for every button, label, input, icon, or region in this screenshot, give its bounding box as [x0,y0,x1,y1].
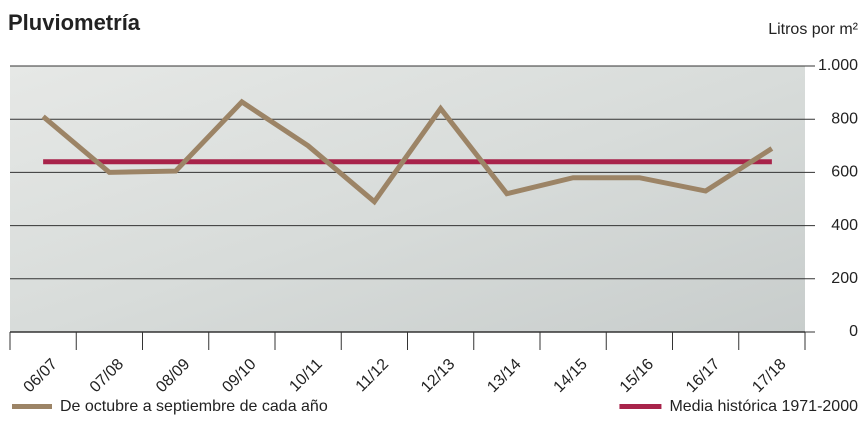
legend-label: De octubre a septiembre de cada año [60,398,328,415]
chart-title: Pluviometría [8,10,141,35]
x-tick-label: 10/11 [286,356,326,396]
x-tick-label: 09/10 [219,356,259,396]
x-tick-label: 11/12 [353,356,393,396]
y-tick-label: 400 [831,217,858,234]
x-tick-label: 16/17 [683,356,723,396]
legend-swatch [12,404,52,409]
plot-background [10,66,805,332]
y-tick-label: 200 [831,270,858,287]
y-tick-label: 800 [831,110,858,127]
x-tick-label: 15/16 [617,356,657,396]
y-tick-label: 1.000 [818,57,858,74]
x-tick-label: 14/15 [551,356,591,396]
x-tick-label: 08/09 [153,356,193,396]
y-axis-label: Litros por m² [768,21,858,38]
y-tick-label: 600 [831,164,858,181]
x-tick-label: 12/13 [418,356,458,396]
x-tick-label: 17/18 [749,356,789,396]
series-line [41,98,774,206]
y-tick-label: 0 [849,323,858,340]
legend-swatch [619,404,662,409]
x-tick-label: 07/08 [87,356,127,396]
legend-label: Media histórica 1971-2000 [669,398,858,415]
x-tick-label: 06/07 [21,356,61,396]
x-tick-label: 13/14 [484,356,524,396]
